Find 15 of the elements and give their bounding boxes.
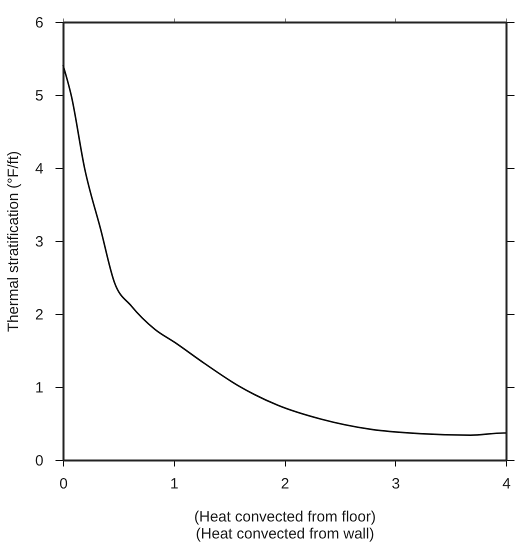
x-axis-title: (Heat convected from floor) (Heat convected from wall) (194, 508, 376, 542)
x-tick-label: 4 (502, 476, 511, 492)
y-tick-label: 3 (35, 234, 44, 250)
y-tick-label: 4 (35, 160, 44, 178)
y-tick-label: 1 (35, 380, 44, 396)
x-tick-label: 1 (170, 476, 178, 492)
line-series (62, 64, 507, 436)
x-tick-label: 2 (280, 476, 290, 492)
x-tick-label: 3 (392, 476, 400, 492)
y-axis-title: Thermal stratification (°F/ft) (5, 150, 22, 332)
y-tick-label: 2 (35, 306, 44, 324)
y-tick-label: 6 (35, 14, 44, 32)
y-tick-label: 0 (35, 452, 44, 470)
x-tick-label: 0 (59, 476, 68, 492)
y-tick-label: 5 (35, 88, 44, 104)
